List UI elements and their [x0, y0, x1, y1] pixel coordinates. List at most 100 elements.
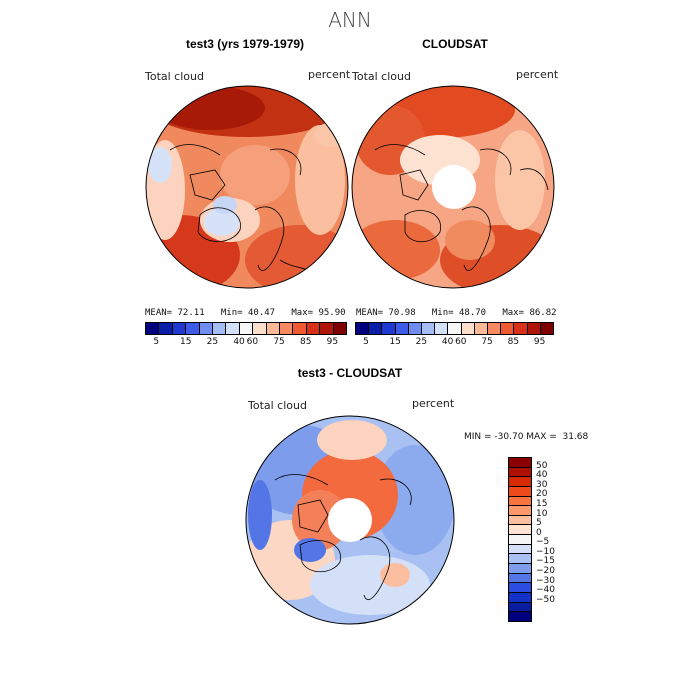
right-variable-label: Total cloud [352, 70, 411, 83]
colorbar-swatch [509, 563, 531, 573]
colorbar-swatch [539, 323, 554, 334]
colorbar-tick-label: −50 [536, 594, 555, 605]
difference-map [246, 416, 454, 624]
colorbar-tick-label: −30 [536, 575, 555, 586]
colorbar-swatch [509, 543, 531, 554]
colorbar-swatch [305, 323, 320, 334]
colorbar-tick-label: 20 [536, 489, 548, 500]
difference-units-label: percent [412, 397, 455, 410]
colorbar-swatch [279, 323, 293, 334]
colorbar-tick-label: 15 [180, 337, 192, 347]
colorbar-swatch [238, 323, 253, 334]
colorbar-swatch [509, 495, 531, 506]
left-map-border [145, 85, 349, 289]
colorbar-swatch [513, 323, 527, 334]
colorbar-tick-label: −15 [536, 556, 555, 567]
colorbar-swatch [509, 485, 531, 496]
colorbar-tick-label: 5 [363, 337, 369, 347]
colorbar-swatch [509, 524, 531, 535]
colorbar-swatch [185, 323, 199, 334]
left-panel-title: test3 (yrs 1979-1979) [185, 37, 305, 51]
colorbar-tick-label: 85 [507, 337, 520, 347]
colorbar-swatch [332, 323, 347, 334]
colorbar-swatch [509, 572, 531, 583]
right-units-label: percent [516, 68, 559, 81]
colorbar-swatch [265, 323, 280, 334]
right-map-border [351, 85, 555, 289]
right-stats: MEAN= 70.98 Min= 48.70 Max= 86.82 [356, 308, 557, 318]
colorbar-swatch [171, 323, 186, 334]
colorbar-tick-label: 95 [326, 337, 339, 347]
colorbar-swatch [509, 505, 531, 515]
left-stats: MEAN= 72.11 Min= 40.47 Max= 95.90 [145, 308, 346, 318]
colorbar-tick-label: −5 [536, 537, 550, 548]
colorbar-tick-label: −40 [536, 585, 555, 596]
colorbar-tick-label: 5 [536, 518, 542, 529]
colorbar-tick-label: 85 [300, 337, 312, 347]
colorbar-tick-label: 75 [481, 337, 493, 347]
colorbar-tick-label: 15 [389, 337, 401, 347]
colorbar-swatch [421, 323, 435, 334]
colorbar-tick-label: 5 [153, 337, 160, 347]
colorbar-swatch [509, 582, 531, 592]
colorbar-swatch [509, 591, 531, 602]
left-variable-label: Total cloud [145, 70, 204, 83]
figure-title: ANN [328, 8, 372, 32]
colorbar-swatch [158, 323, 172, 334]
colorbar-tick-label: −20 [536, 566, 555, 577]
colorbar-swatch [500, 323, 514, 334]
left-map [146, 86, 348, 288]
difference-map-border [245, 415, 455, 625]
colorbar-tick-label: 60 [246, 337, 259, 347]
colorbar-swatch [509, 476, 531, 486]
colorbar-swatch [509, 611, 531, 621]
colorbar-swatch [319, 323, 333, 334]
colorbar-swatch [509, 601, 531, 612]
colorbar-swatch [509, 514, 531, 525]
difference-colorbar [508, 457, 532, 622]
colorbar-tick-label: 0 [536, 527, 542, 538]
colorbar-swatch [356, 323, 369, 334]
colorbar-swatch [509, 458, 531, 467]
colorbar-tick-label: 25 [415, 337, 428, 347]
colorbar-swatch [394, 323, 408, 334]
colorbar-swatch [509, 534, 531, 544]
left-colorbar-ticks: 5 15 25 40 60 75 85 95 [145, 337, 345, 349]
difference-stats: MIN = -30.70 MAX = 31.68 [464, 432, 589, 442]
difference-variable-label: Total cloud [248, 399, 307, 412]
colorbar-swatch [146, 323, 159, 334]
colorbar-tick-label: 40 [536, 470, 548, 481]
colorbar-tick-label: 50 [536, 460, 548, 471]
colorbar-tick-label: 15 [536, 498, 548, 509]
colorbar-tick-label: −10 [536, 546, 555, 557]
colorbar-swatch [447, 323, 461, 334]
colorbar-swatch [198, 323, 213, 334]
right-colorbar [355, 322, 554, 335]
colorbar-swatch [509, 466, 531, 477]
colorbar-swatch [252, 323, 266, 334]
colorbar-tick-label: 40 [233, 337, 245, 347]
right-colorbar-ticks: 5 15 25 40 60 75 85 95 [355, 337, 552, 349]
right-map [352, 86, 554, 288]
left-colorbar [145, 322, 347, 335]
colorbar-tick-label: 30 [536, 479, 548, 490]
colorbar-tick-label: 75 [273, 337, 285, 347]
colorbar-tick-label: 40 [441, 337, 454, 347]
difference-colorbar-ticks: 50 40 30 20 15 10 5 0 −5 −10 −15 −20 −30 −40 −50 [536, 457, 576, 622]
colorbar-tick-label: 60 [455, 337, 467, 347]
left-units-label: percent [308, 68, 351, 81]
difference-panel-title: test3 - CLOUDSAT [297, 366, 403, 380]
colorbar-swatch [460, 323, 474, 334]
colorbar-swatch [225, 323, 239, 334]
colorbar-swatch [292, 323, 306, 334]
colorbar-tick-label: 10 [536, 508, 548, 519]
colorbar-swatch [434, 323, 448, 334]
right-panel-title: CLOUDSAT [422, 37, 488, 51]
colorbar-swatch [212, 323, 226, 334]
colorbar-swatch [368, 323, 382, 334]
colorbar-tick-label: 95 [533, 337, 546, 347]
colorbar-swatch [526, 323, 540, 334]
colorbar-swatch [381, 323, 395, 334]
colorbar-swatch [487, 323, 501, 334]
